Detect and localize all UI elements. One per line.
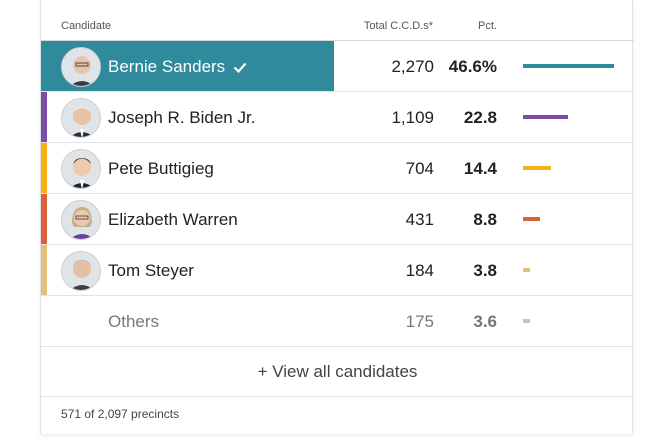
results-header: Candidate Total C.C.D.s* Pct. xyxy=(41,0,634,41)
candidate-votes: 2,270 xyxy=(391,57,434,76)
pct-bar-others xyxy=(523,319,530,323)
candidate-row-buttigieg: Pete Buttigieg 704 14.4 xyxy=(41,143,634,194)
candidate-votes: 175 xyxy=(405,312,434,331)
check-icon xyxy=(233,62,247,74)
candidate-pct: 3.6 xyxy=(473,312,497,331)
pct-bar-sanders xyxy=(523,64,614,68)
candidate-votes: 431 xyxy=(405,210,434,229)
avatar-sanders xyxy=(61,47,101,87)
results-card: Candidate Total C.C.D.s* Pct. Bernie San… xyxy=(40,0,634,434)
avatar-steyer xyxy=(61,251,101,291)
candidate-votes: 704 xyxy=(405,159,434,178)
candidate-color-bar xyxy=(41,245,47,295)
candidate-row-others: Others 175 3.6 xyxy=(41,296,634,347)
candidate-color-bar xyxy=(41,194,47,244)
header-candidate: Candidate xyxy=(61,20,112,32)
avatar-warren xyxy=(61,200,101,240)
candidate-pct: 22.8 xyxy=(463,108,497,127)
candidate-name: Tom Steyer xyxy=(108,261,194,280)
pct-bar-warren xyxy=(523,217,540,221)
candidate-name: Others xyxy=(108,312,160,331)
candidate-votes: 1,109 xyxy=(391,108,434,127)
candidate-row-biden: Joseph R. Biden Jr. 1,109 22.8 xyxy=(41,92,634,143)
candidate-votes: 184 xyxy=(405,261,434,280)
candidate-name: Bernie Sanders xyxy=(108,57,247,77)
candidate-row-steyer: Tom Steyer 184 3.8 xyxy=(41,245,634,296)
candidate-row-sanders: Bernie Sanders 2,270 46.6% xyxy=(41,41,634,92)
candidate-name: Pete Buttigieg xyxy=(108,159,214,178)
avatar-biden xyxy=(61,98,101,138)
precincts-reporting: 571 of 2,097 precincts xyxy=(61,407,180,421)
pct-bar-buttigieg xyxy=(523,166,551,170)
candidate-color-bar xyxy=(41,92,47,142)
pct-bar-biden xyxy=(523,115,568,119)
pct-bar-steyer xyxy=(523,268,530,272)
view-all-candidates-button[interactable]: + View all candidates xyxy=(41,347,634,397)
candidate-pct: 8.8 xyxy=(473,210,497,229)
candidate-pct: 46.6% xyxy=(448,57,497,76)
candidate-name: Elizabeth Warren xyxy=(108,210,238,229)
header-pct: Pct. xyxy=(478,20,497,32)
candidate-color-bar xyxy=(41,143,47,193)
header-total: Total C.C.D.s* xyxy=(363,20,433,32)
candidate-name: Joseph R. Biden Jr. xyxy=(108,108,256,127)
avatar-buttigieg xyxy=(61,149,101,189)
candidate-pct: 3.8 xyxy=(473,261,497,280)
candidate-pct: 14.4 xyxy=(463,159,497,178)
candidate-row-warren: Elizabeth Warren 431 8.8 xyxy=(41,194,634,245)
